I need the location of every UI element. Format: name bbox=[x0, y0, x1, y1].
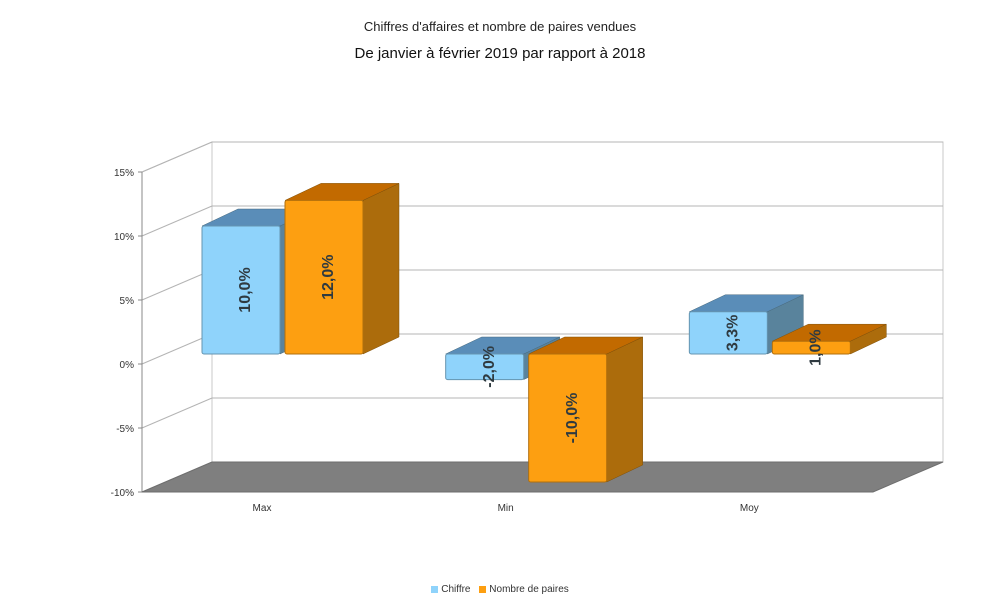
bar-nombre-de-paires-max bbox=[284, 199, 364, 355]
legend-label-chiffre: Chiffre bbox=[441, 584, 471, 595]
bar-side-nombre-de-paires-min bbox=[606, 336, 643, 483]
legend-item-paires: Nombre de paires bbox=[479, 584, 569, 595]
legend: Chiffre Nombre de paires bbox=[0, 584, 1000, 596]
gridline-side bbox=[141, 205, 213, 237]
data-label-nombre-de-paires-max: 12,0% bbox=[320, 255, 337, 300]
category-label-max: Max bbox=[253, 503, 272, 514]
y-tick-label: -10% bbox=[111, 488, 134, 499]
y-tick-label: 0% bbox=[120, 360, 135, 371]
chart-title: Chiffres d'affaires et nombre de paires … bbox=[363, 19, 637, 34]
legend-item-chiffre: Chiffre bbox=[431, 584, 471, 595]
y-tick-label: 10% bbox=[114, 232, 134, 243]
legend-swatch-chiffre bbox=[431, 586, 439, 593]
gridline-side bbox=[141, 397, 213, 429]
category-label-min: Min bbox=[498, 503, 514, 514]
data-label-nombre-de-paires-moy: 1,0% bbox=[808, 329, 825, 365]
legend-label-paires: Nombre de paires bbox=[489, 584, 569, 595]
category-label-moy: Moy bbox=[740, 503, 759, 514]
data-label-chiffre-min: -2,0% bbox=[481, 346, 498, 388]
data-label-nombre-de-paires-min: -10,0% bbox=[564, 393, 581, 444]
bar-chiffre-moy bbox=[688, 311, 768, 355]
bar-side-nombre-de-paires-max bbox=[362, 183, 400, 355]
bar-chiffre-max bbox=[201, 225, 281, 355]
y-tick-label: 15% bbox=[114, 168, 134, 179]
bar-nombre-de-paires-min bbox=[528, 353, 608, 483]
gridline-side bbox=[141, 269, 213, 301]
bar-nombre-de-paires-moy bbox=[771, 340, 851, 355]
gridline-side bbox=[141, 141, 213, 173]
chart-subtitle: De janvier à février 2019 par rapport à … bbox=[354, 45, 646, 62]
bar-chiffre-min bbox=[445, 353, 525, 381]
y-tick-label: -5% bbox=[116, 424, 134, 435]
data-label-chiffre-max: 10,0% bbox=[237, 267, 254, 312]
y-tick-label: 5% bbox=[120, 296, 135, 307]
legend-swatch-paires bbox=[479, 586, 487, 593]
gridline-side bbox=[141, 333, 213, 365]
data-label-chiffre-moy: 3,3% bbox=[725, 315, 742, 351]
